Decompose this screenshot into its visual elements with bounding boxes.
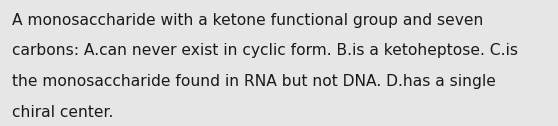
Text: carbons: A.can never exist in cyclic form. B.is a ketoheptose. C.is: carbons: A.can never exist in cyclic for… xyxy=(12,43,518,58)
Text: the monosaccharide found in RNA but not DNA. D.has a single: the monosaccharide found in RNA but not … xyxy=(12,74,496,89)
Text: A monosaccharide with a ketone functional group and seven: A monosaccharide with a ketone functiona… xyxy=(12,13,484,28)
Text: chiral center.: chiral center. xyxy=(12,105,114,120)
